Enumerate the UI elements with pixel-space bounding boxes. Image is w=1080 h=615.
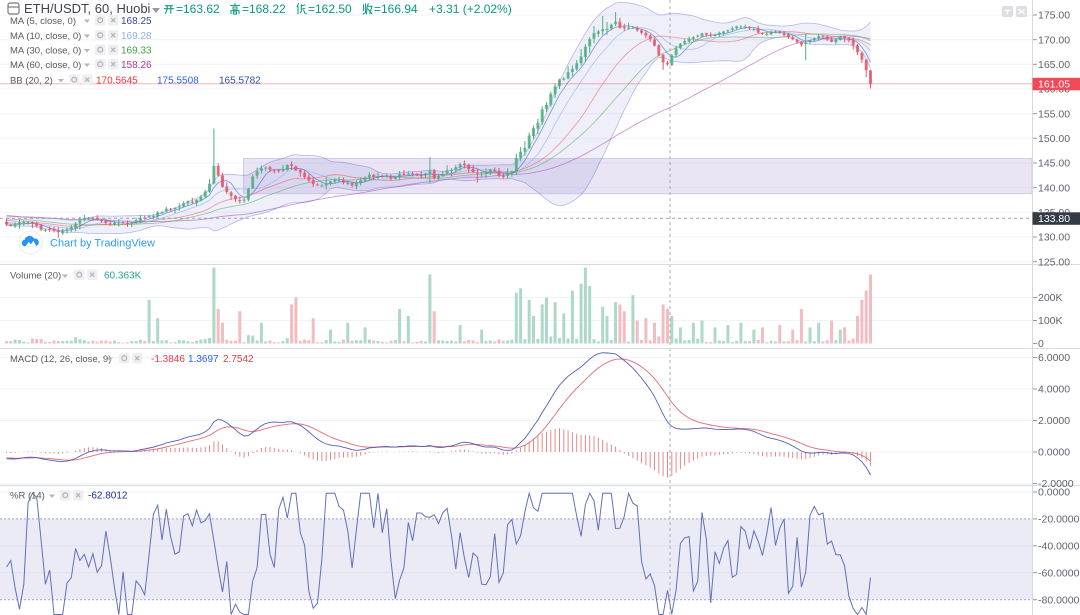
svg-text:150.00: 150.00 — [1038, 133, 1070, 145]
svg-text:200K: 200K — [1038, 292, 1063, 304]
svg-text:125.00: 125.00 — [1038, 256, 1070, 268]
svg-text:140.00: 140.00 — [1038, 182, 1070, 194]
svg-text:ETH/USDT, 60, Huobi: ETH/USDT, 60, Huobi — [24, 1, 151, 16]
svg-text:6.0000: 6.0000 — [1038, 352, 1070, 364]
svg-text:175.00: 175.00 — [1038, 10, 1070, 22]
svg-text:168.25: 168.25 — [121, 16, 152, 27]
svg-text:%R (14): %R (14) — [10, 491, 45, 502]
svg-text:2.7542: 2.7542 — [223, 354, 254, 365]
svg-text:1.3697: 1.3697 — [188, 354, 219, 365]
svg-text:133.80: 133.80 — [1038, 213, 1070, 225]
svg-text:169.28: 169.28 — [121, 31, 152, 42]
svg-text:MA (10, close, 0): MA (10, close, 0) — [10, 31, 81, 42]
svg-text:MA (5, close, 0): MA (5, close, 0) — [10, 16, 76, 27]
svg-text:-62.8012: -62.8012 — [88, 491, 128, 502]
svg-text:-1.3846: -1.3846 — [151, 354, 185, 365]
svg-text:BB (20, 2): BB (20, 2) — [10, 76, 53, 87]
svg-text:161.05: 161.05 — [1038, 79, 1070, 91]
svg-text:=166.94: =166.94 — [374, 2, 418, 16]
svg-text:-20.0000: -20.0000 — [1038, 514, 1080, 526]
svg-text:158.26: 158.26 — [121, 60, 152, 71]
svg-text:130.00: 130.00 — [1038, 232, 1070, 244]
svg-text:=162.50: =162.50 — [308, 2, 352, 16]
svg-text:165.5782: 165.5782 — [219, 76, 261, 87]
svg-text:155.00: 155.00 — [1038, 108, 1070, 120]
svg-text:0: 0 — [1038, 338, 1044, 350]
svg-text:165.00: 165.00 — [1038, 59, 1070, 71]
svg-text:+3.31 (+2.02%): +3.31 (+2.02%) — [429, 2, 512, 16]
svg-text:170.00: 170.00 — [1038, 34, 1070, 46]
svg-text:100K: 100K — [1038, 315, 1063, 327]
svg-text:Volume (20): Volume (20) — [10, 271, 61, 282]
svg-text:145.00: 145.00 — [1038, 158, 1070, 170]
svg-text:-80.0000: -80.0000 — [1038, 594, 1080, 606]
svg-text:0.0000: 0.0000 — [1038, 447, 1070, 459]
svg-text:-2.0000: -2.0000 — [1038, 478, 1074, 490]
svg-text:175.5508: 175.5508 — [157, 76, 199, 87]
svg-text:MA (60, close, 0): MA (60, close, 0) — [10, 60, 81, 71]
svg-text:MACD (12, 26, close, 9): MACD (12, 26, close, 9) — [10, 354, 111, 365]
svg-text:169.33: 169.33 — [121, 46, 152, 57]
svg-text:2.0000: 2.0000 — [1038, 415, 1070, 427]
svg-text:0.0000: 0.0000 — [1038, 487, 1070, 499]
svg-text:60.363K: 60.363K — [104, 271, 142, 282]
svg-text:-60.0000: -60.0000 — [1038, 567, 1080, 579]
svg-text:Chart by TradingView: Chart by TradingView — [50, 238, 155, 250]
svg-text:-40.0000: -40.0000 — [1038, 540, 1080, 552]
svg-text:MA (30, close, 0): MA (30, close, 0) — [10, 46, 81, 57]
svg-text:4.0000: 4.0000 — [1038, 384, 1070, 396]
svg-text:=163.62: =163.62 — [176, 2, 220, 16]
svg-text:=168.22: =168.22 — [242, 2, 286, 16]
svg-text:170.5645: 170.5645 — [96, 76, 138, 87]
